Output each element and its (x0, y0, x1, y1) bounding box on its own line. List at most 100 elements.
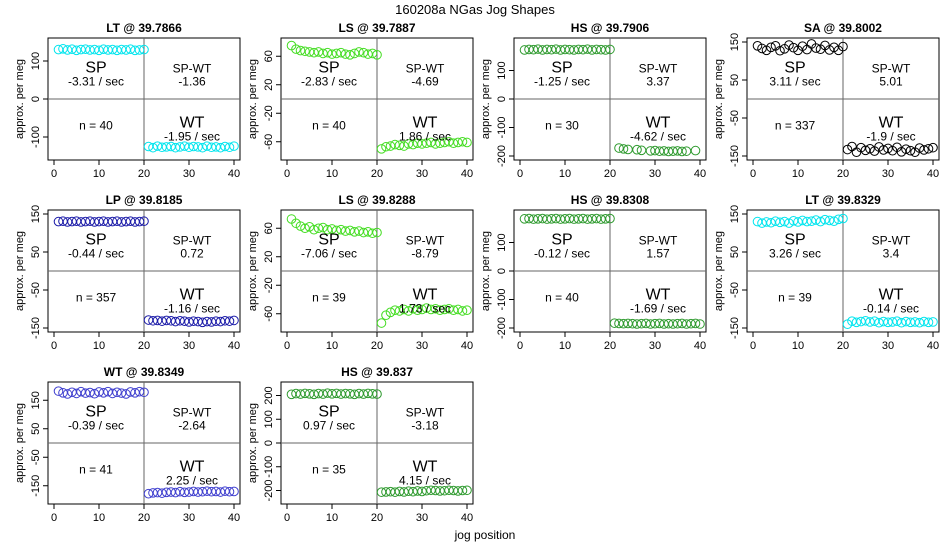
data-point (354, 47, 364, 57)
data-point (134, 386, 145, 397)
wt-rate: 2.25 / sec (166, 474, 218, 488)
wt-rate: -4.62 / sec (630, 130, 686, 144)
data-point (345, 50, 355, 60)
x-tick-label: 10 (93, 168, 105, 180)
panel-8: LT @ 39.8329 0 10 20 30 40 -150 -50 50 150 approx.… (713, 193, 940, 352)
data-point (928, 142, 938, 153)
sp-wt-value: -2.64 (178, 419, 206, 433)
data-point (829, 216, 839, 227)
sp-wt-label: SP-WT (173, 406, 212, 420)
y-tick-label: -150 (30, 475, 42, 497)
x-tick-label: 40 (694, 340, 706, 352)
y-tick-label: 150 (729, 205, 741, 223)
x-tick-label: 0 (51, 512, 57, 524)
wt-label: WT (879, 287, 904, 304)
x-tick-label: 20 (837, 340, 849, 352)
sp-wt-value: 0.72 (180, 247, 204, 261)
x-tick-label: 30 (882, 340, 894, 352)
x-axis-label: jog position (454, 528, 516, 542)
x-tick-label: 0 (517, 340, 523, 352)
sp-label: SP (551, 60, 572, 77)
n-count: n = 39 (312, 291, 346, 305)
y-axis-label: approx. per meg (247, 59, 259, 139)
y-tick-label: 0 (263, 440, 275, 446)
data-point (784, 218, 794, 228)
data-point (381, 141, 391, 152)
x-tick-label: 10 (93, 340, 105, 352)
y-tick-label: 150 (30, 391, 42, 409)
x-tick-label: 0 (750, 340, 756, 352)
y-axis-label: approx. per meg (14, 231, 26, 311)
panel-4: SA @ 39.8002 0 10 20 30 40 -150 -50 50 150 approx.… (713, 21, 940, 180)
data-point (112, 387, 122, 398)
y-tick-label: 50 (30, 246, 42, 258)
data-point (224, 142, 235, 153)
x-tick-label: 40 (461, 512, 473, 524)
y-tick-label: 60 (263, 50, 275, 62)
data-point (824, 215, 835, 226)
data-point (139, 387, 149, 398)
panel-6: LS @ 39.8288 0 10 20 30 40 -60 -20 20 60 approx. p… (247, 193, 474, 352)
panel-title: LP @ 39.8185 (106, 193, 183, 207)
x-tick-label: 0 (284, 512, 290, 524)
y-axis-label: approx. per meg (480, 59, 492, 139)
data-point (695, 319, 705, 329)
data-point (139, 216, 149, 227)
wt-rate: 4.15 / sec (399, 474, 451, 488)
data-point (327, 49, 337, 59)
x-tick-label: 40 (228, 512, 240, 524)
y-tick-label: -200 (263, 479, 275, 501)
data-point (851, 317, 862, 328)
n-count: n = 35 (312, 463, 346, 477)
x-tick-label: 20 (604, 168, 616, 180)
data-point (600, 45, 611, 55)
data-point (457, 136, 468, 147)
data-point (901, 144, 911, 154)
x-tick-label: 40 (461, 168, 473, 180)
x-tick-label: 30 (416, 512, 428, 524)
data-point (815, 216, 826, 227)
data-point (457, 485, 468, 496)
sp-label: SP (784, 232, 805, 249)
x-tick-label: 20 (837, 168, 849, 180)
x-tick-label: 30 (882, 168, 894, 180)
y-tick-label: 100 (30, 52, 42, 70)
x-tick-label: 10 (326, 340, 338, 352)
y-axis-label: approx. per meg (713, 231, 725, 311)
n-count: n = 40 (545, 291, 579, 305)
data-point (766, 42, 776, 53)
y-tick-label: 100 (496, 233, 508, 251)
x-tick-label: 30 (649, 340, 661, 352)
data-point (690, 145, 701, 156)
data-point (170, 142, 181, 153)
x-tick-label: 40 (228, 340, 240, 352)
panel-9: WT @ 39.8349 0 10 20 30 40 -150 -50 50 150 approx.… (14, 365, 241, 524)
data-point (417, 486, 427, 497)
panel-10: HS @ 39.837 0 10 20 30 40 -200-100 0 100 200 appro… (247, 365, 474, 524)
sp-rate: 0.97 / sec (303, 419, 355, 433)
sp-wt-label: SP-WT (406, 234, 445, 248)
sp-rate: -2.83 / sec (301, 75, 357, 89)
x-tick-label: 30 (183, 168, 195, 180)
y-tick-label: -100 (496, 288, 508, 310)
data-point (139, 44, 149, 55)
n-count: n = 41 (79, 463, 113, 477)
data-point (385, 307, 396, 318)
data-point (376, 318, 387, 328)
data-point (229, 141, 239, 151)
y-axis-label: approx. per meg (14, 403, 26, 483)
sp-rate: -0.12 / sec (534, 247, 590, 261)
data-point (300, 46, 310, 57)
x-tick-label: 0 (51, 168, 57, 180)
sp-wt-label: SP-WT (872, 62, 911, 76)
data-point (600, 214, 611, 224)
y-tick-label: 0 (496, 96, 508, 102)
y-tick-label: -150 (30, 317, 42, 339)
y-axis-label: approx. per meg (14, 59, 26, 139)
wt-label: WT (180, 287, 205, 304)
sp-label: SP (318, 60, 339, 77)
y-tick-label: 150 (729, 33, 741, 51)
sp-wt-value: 3.4 (883, 247, 900, 261)
panel-2: LS @ 39.7887 0 10 20 30 40 -60 -20 20 60 approx. p… (247, 21, 474, 180)
